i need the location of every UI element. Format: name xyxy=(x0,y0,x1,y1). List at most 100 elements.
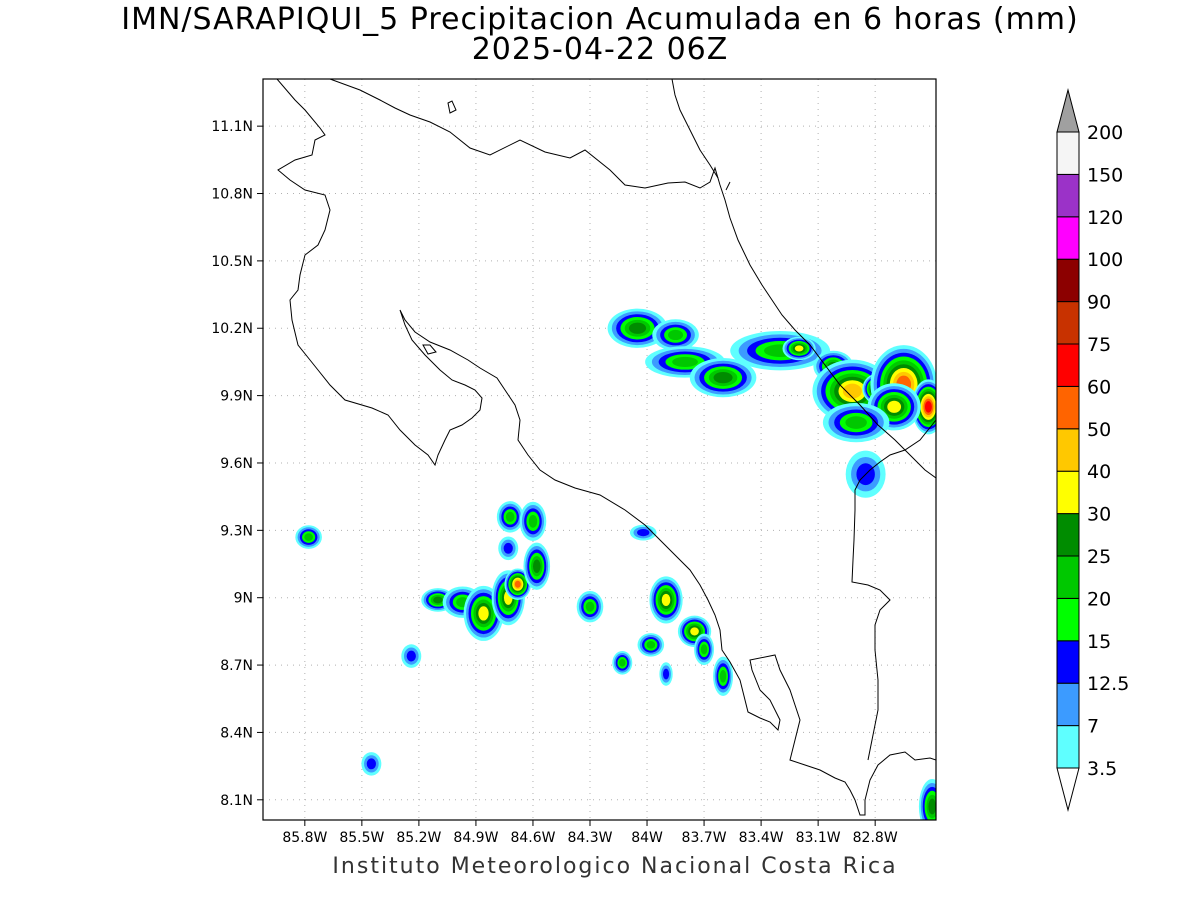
rain-contour xyxy=(528,515,538,528)
footer-credit: Instituto Meteorologico Nacional Costa R… xyxy=(332,854,898,879)
x-tick-label: 83.1W xyxy=(796,830,841,846)
colorbar-segment xyxy=(1056,301,1080,345)
rain-contour xyxy=(662,668,670,680)
axis-ticks: 85.8W 85.5W 85.2W 84.9W 84.6W 84.3W 84W 83.7W 83… xyxy=(211,119,897,846)
rain-cell xyxy=(401,644,422,668)
colorbar-label: 90 xyxy=(1087,292,1111,314)
rain-contour xyxy=(700,644,708,655)
x-tick-label: 85.5W xyxy=(339,830,384,846)
colorbar-label: 150 xyxy=(1087,164,1123,186)
rain-contour xyxy=(887,400,902,413)
y-tick-label: 9.9N xyxy=(220,389,253,405)
x-tick-label: 85.8W xyxy=(282,830,327,846)
colorbar-min-triangle xyxy=(1056,767,1080,812)
colorbar-label: 75 xyxy=(1087,334,1111,356)
rain-contour xyxy=(628,322,647,334)
colorbar-label: 3.5 xyxy=(1087,758,1117,780)
x-tick-label: 85.2W xyxy=(396,830,441,846)
colorbar-segment xyxy=(1056,428,1080,472)
colorbar-label: 25 xyxy=(1087,546,1111,568)
y-tick-label: 9.3N xyxy=(220,523,253,539)
x-tick-label: 84.3W xyxy=(567,830,612,846)
y-tick-label: 10.8N xyxy=(211,187,253,203)
y-tick-label: 8.1N xyxy=(220,793,253,809)
plot-frame xyxy=(262,78,937,821)
rain-contour xyxy=(842,383,862,399)
colorbar-segment xyxy=(1056,597,1080,642)
rain-contour xyxy=(845,416,867,429)
rain-contour xyxy=(532,559,541,573)
colorbar-segment xyxy=(1056,513,1080,557)
colorbar-label: 12.5 xyxy=(1087,673,1129,695)
y-tick-label: 11.1N xyxy=(211,119,253,135)
x-tick-label: 84W xyxy=(631,830,663,846)
rain-cell xyxy=(576,590,604,623)
rain-contour xyxy=(433,596,443,604)
rain-cell xyxy=(498,536,519,561)
rain-contour xyxy=(619,659,626,667)
rain-contour xyxy=(585,601,595,612)
rain-cell xyxy=(911,379,936,435)
colorbar-segment xyxy=(1056,640,1080,684)
colorbar-label: 120 xyxy=(1087,207,1123,229)
y-tick-label: 10.5N xyxy=(211,254,253,270)
rain-cell xyxy=(652,319,699,351)
colorbar-label: 20 xyxy=(1087,588,1111,610)
x-tick-label: 83.7W xyxy=(682,830,727,846)
colorbar-segment xyxy=(1056,216,1080,260)
rain-cell xyxy=(689,357,757,398)
rain-contour xyxy=(637,528,650,537)
y-tick-label: 10.2N xyxy=(211,321,253,337)
colorbar-max-triangle xyxy=(1056,88,1080,133)
rain-contour xyxy=(503,542,513,554)
rain-cell xyxy=(519,501,547,542)
rain-cell xyxy=(523,542,551,590)
rain-cell xyxy=(649,576,683,624)
rain-cell xyxy=(713,656,734,696)
rain-contour xyxy=(661,593,671,607)
rain-cell xyxy=(822,402,890,443)
rain-cell xyxy=(361,752,382,776)
rain-contour xyxy=(690,627,699,636)
y-tick-label: 8.4N xyxy=(220,725,253,741)
colorbar-segment xyxy=(1056,173,1080,218)
colorbar-legend: 3.5 7 12.5 15 20 25 30 40 50 60 75 90 100 120 150 200 xyxy=(1056,88,1129,812)
rain-contour xyxy=(672,356,698,368)
rain-cell xyxy=(659,662,673,686)
colorbar-label: 30 xyxy=(1087,504,1111,526)
colorbar-label: 7 xyxy=(1087,716,1099,738)
rain-cell xyxy=(295,525,322,549)
colorbar-label: 100 xyxy=(1087,249,1123,271)
rain-cell xyxy=(612,651,633,675)
y-tick-label: 9.6N xyxy=(220,456,253,472)
rain-contour xyxy=(924,401,932,413)
map-subtitle-date: 2025-04-22 06Z xyxy=(471,32,729,67)
rain-contour xyxy=(928,798,936,815)
rain-contour xyxy=(406,650,416,662)
lat-lon-grid xyxy=(263,79,936,820)
colorbar-label: 50 xyxy=(1087,419,1111,441)
colorbar-segment xyxy=(1056,555,1080,599)
colorbar-label: 60 xyxy=(1087,376,1111,398)
rain-contour xyxy=(514,580,521,588)
rain-contour xyxy=(304,533,313,541)
rain-contour xyxy=(646,641,656,649)
rain-cell xyxy=(918,779,936,820)
rain-cell xyxy=(496,501,524,533)
rain-contour xyxy=(505,511,515,522)
x-tick-label: 84.6W xyxy=(510,830,555,846)
rain-contour xyxy=(794,345,804,352)
rain-cell xyxy=(629,524,657,541)
colorbar-segment xyxy=(1056,258,1080,303)
colorbar-segment xyxy=(1056,131,1080,175)
colorbar-label: 15 xyxy=(1087,631,1111,653)
x-tick-label: 84.9W xyxy=(453,830,498,846)
rain-cell xyxy=(607,308,668,348)
rain-cell xyxy=(637,633,665,657)
map-title: IMN/SARAPIQUI_5 Precipitacion Acumulada … xyxy=(121,2,1079,37)
rain-cell xyxy=(677,615,712,648)
rain-contour xyxy=(713,372,733,384)
rain-contour xyxy=(668,329,684,341)
rain-contour xyxy=(366,758,376,770)
